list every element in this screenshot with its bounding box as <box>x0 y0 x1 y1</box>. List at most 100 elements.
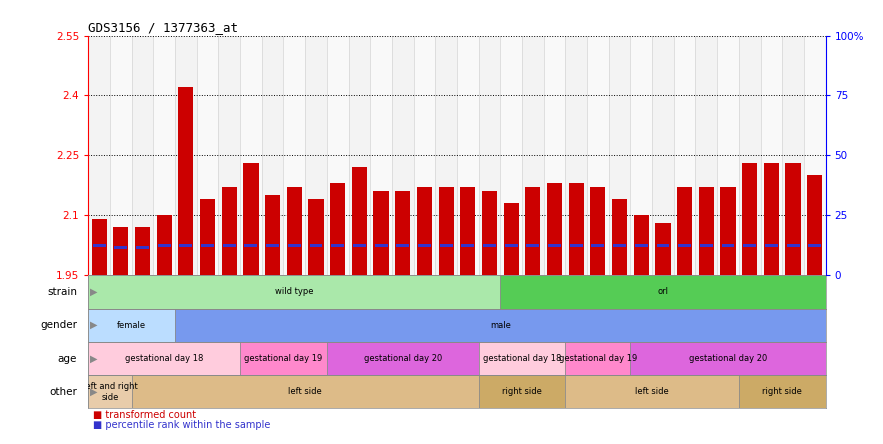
Text: ▶: ▶ <box>90 320 97 330</box>
Bar <box>786 163 801 275</box>
Bar <box>739 36 760 275</box>
Bar <box>135 227 150 275</box>
Text: orl: orl <box>658 287 668 297</box>
Bar <box>92 219 107 275</box>
Bar <box>197 36 218 275</box>
Bar <box>808 244 821 247</box>
Bar <box>479 342 565 375</box>
Bar <box>743 244 756 247</box>
Bar <box>591 187 606 275</box>
Bar <box>110 36 132 275</box>
Bar <box>93 244 106 247</box>
Bar <box>613 244 626 247</box>
Bar <box>483 244 496 247</box>
Text: ■ transformed count: ■ transformed count <box>93 409 196 420</box>
Bar <box>634 215 649 275</box>
Bar <box>370 36 392 275</box>
Bar <box>396 191 411 275</box>
Bar <box>265 195 280 275</box>
Bar <box>200 199 215 275</box>
Bar <box>635 244 648 247</box>
Text: ▶: ▶ <box>90 353 97 364</box>
Bar <box>479 375 565 408</box>
Bar <box>460 187 475 275</box>
Bar <box>374 244 388 247</box>
Bar <box>308 199 323 275</box>
Text: wild type: wild type <box>275 287 313 297</box>
Bar <box>310 244 322 247</box>
Bar <box>721 187 736 275</box>
Bar <box>482 191 497 275</box>
Bar <box>222 187 237 275</box>
Bar <box>392 36 413 275</box>
Text: gestational day 19: gestational day 19 <box>559 354 637 363</box>
Text: gestational day 18: gestational day 18 <box>483 354 562 363</box>
Text: female: female <box>117 321 147 330</box>
Bar <box>505 244 517 247</box>
Bar <box>331 244 344 247</box>
Bar <box>327 36 349 275</box>
Bar <box>782 36 804 275</box>
Text: gestational day 20: gestational day 20 <box>364 354 442 363</box>
Bar <box>742 163 758 275</box>
Bar <box>245 244 257 247</box>
Bar <box>353 244 366 247</box>
Text: ▶: ▶ <box>90 287 97 297</box>
Bar <box>288 244 301 247</box>
Bar <box>327 342 479 375</box>
Bar <box>501 36 522 275</box>
Text: other: other <box>49 387 77 397</box>
Text: age: age <box>58 353 77 364</box>
Text: gestational day 20: gestational day 20 <box>689 354 767 363</box>
Bar <box>503 203 518 275</box>
Text: GDS3156 / 1377363_at: GDS3156 / 1377363_at <box>88 21 238 34</box>
Bar <box>351 167 367 275</box>
Bar <box>439 187 454 275</box>
Bar <box>113 227 128 275</box>
Bar <box>88 342 240 375</box>
Text: ■ percentile rank within the sample: ■ percentile rank within the sample <box>93 420 270 430</box>
Bar <box>306 36 327 275</box>
Bar <box>804 36 826 275</box>
Bar <box>612 199 627 275</box>
Text: ▶: ▶ <box>90 387 97 397</box>
Bar <box>330 183 345 275</box>
Bar <box>739 375 826 408</box>
Bar <box>132 375 479 408</box>
Bar <box>283 36 306 275</box>
Bar <box>374 191 389 275</box>
Text: left and right
side: left and right side <box>83 382 138 401</box>
Bar <box>179 244 192 247</box>
Bar <box>240 36 261 275</box>
Bar <box>418 244 431 247</box>
Bar <box>156 215 172 275</box>
Bar <box>88 375 132 408</box>
Bar <box>717 36 739 275</box>
Bar <box>175 36 197 275</box>
Bar <box>525 187 540 275</box>
Bar <box>154 36 175 275</box>
Text: gender: gender <box>41 320 77 330</box>
Bar <box>677 187 692 275</box>
Bar <box>240 342 327 375</box>
Bar <box>570 244 583 247</box>
Bar <box>413 36 435 275</box>
Bar <box>696 36 717 275</box>
Bar <box>760 36 782 275</box>
Bar <box>132 36 154 275</box>
Bar <box>700 244 713 247</box>
Bar <box>587 36 608 275</box>
Bar <box>630 36 653 275</box>
Text: left side: left side <box>635 387 669 396</box>
Bar <box>657 244 669 247</box>
Text: gestational day 18: gestational day 18 <box>125 354 203 363</box>
Bar <box>266 244 279 247</box>
Bar <box>678 244 691 247</box>
Bar <box>721 244 735 247</box>
Bar <box>764 163 779 275</box>
Bar <box>674 36 696 275</box>
Bar <box>547 183 562 275</box>
Bar <box>807 175 822 275</box>
Text: strain: strain <box>47 287 77 297</box>
Text: male: male <box>490 321 510 330</box>
